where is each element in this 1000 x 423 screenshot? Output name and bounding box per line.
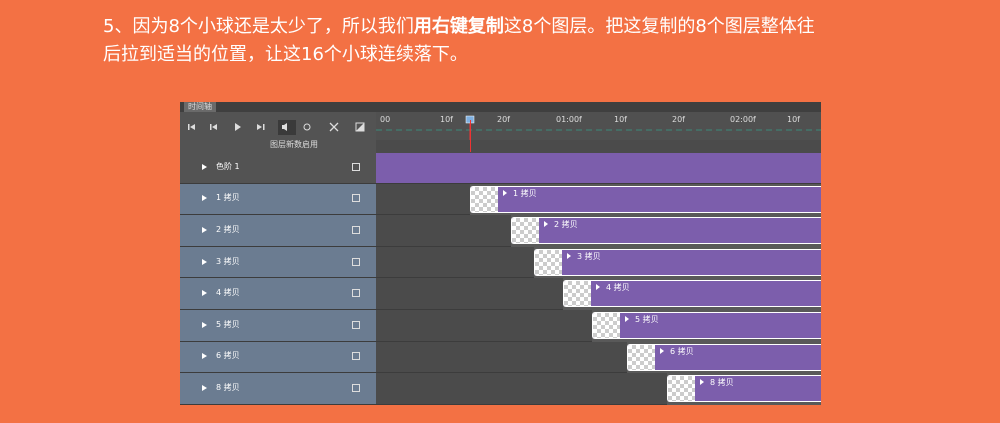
header-label: 图层新数启用 — [270, 140, 318, 149]
expand-arrow[interactable] — [202, 290, 207, 297]
ruler-label: 01:00f — [556, 115, 582, 124]
layer-row[interactable]: 3 拷贝 — [180, 246, 376, 279]
clip[interactable]: 8 拷贝 — [667, 375, 821, 403]
layer-icon — [352, 320, 360, 329]
text: 这8个图层。把这复制的8个图层整体往 — [503, 16, 815, 37]
clip-thumbnail — [471, 186, 498, 212]
layer-name: 5 拷贝 — [216, 319, 240, 329]
track-row: 3 拷贝 — [376, 246, 821, 279]
track-row: 5 拷贝 — [376, 310, 821, 342]
layer-row[interactable]: 6 拷贝 — [180, 341, 376, 374]
clip-thumbnail — [593, 313, 620, 338]
layer-icon — [352, 383, 360, 392]
layer-name: 2 拷贝 — [216, 224, 240, 234]
layer-icon — [352, 225, 360, 234]
ruler-label: 00 — [380, 115, 391, 124]
layer-name: 8 拷贝 — [216, 382, 240, 392]
text: 5、因为8个小球还是太少了，所以我们 — [103, 16, 414, 37]
track-row: 2 拷贝 — [376, 215, 821, 247]
expand-arrow[interactable] — [202, 353, 207, 360]
layer-icon — [352, 289, 360, 298]
clip-label: 6 拷贝 — [660, 346, 694, 357]
clip-label: 8 拷贝 — [700, 377, 734, 388]
clip-label: 4 拷贝 — [596, 282, 630, 293]
ruler-label: 10f — [614, 115, 627, 124]
layer-row[interactable]: 5 拷贝 — [180, 310, 376, 342]
toolbar-icons — [188, 120, 365, 135]
clip-label: 1 拷贝 — [503, 188, 537, 199]
tab-bar — [180, 102, 821, 112]
instruction-line: 5、因为8个小球还是太少了，所以我们用右键复制这8个图层。把这复制的8个图层整体… — [103, 12, 815, 38]
track-row: 6 拷贝 — [376, 341, 821, 374]
clip[interactable]: 4 拷贝 — [563, 280, 821, 308]
layer-name: 6 拷贝 — [216, 351, 240, 361]
header-track — [376, 140, 821, 152]
layer-name: 色阶 1 — [216, 161, 240, 171]
toolbar — [180, 112, 376, 141]
layer-name: 3 拷贝 — [216, 256, 240, 266]
layer-icon — [352, 257, 360, 266]
ruler-label: 20f — [497, 115, 510, 124]
track-bar — [376, 153, 821, 183]
clip-thumbnail — [668, 376, 695, 402]
clip[interactable]: 5 拷贝 — [592, 312, 821, 339]
ruler — [376, 112, 821, 141]
layer-name: 4 拷贝 — [216, 288, 240, 298]
clip[interactable]: 6 拷贝 — [627, 343, 821, 371]
ruler-label: 20f — [672, 115, 685, 124]
clip-thumbnail — [564, 281, 591, 307]
clip-label: 2 拷贝 — [544, 219, 578, 230]
clip[interactable]: 2 拷贝 — [511, 217, 821, 245]
expand-arrow[interactable] — [202, 195, 207, 202]
track-row: 8 拷贝 — [376, 373, 821, 405]
track-row: 4 拷贝 — [376, 278, 821, 310]
ruler-label: 02:00f — [730, 115, 756, 124]
bold-text: 用右键复制 — [413, 16, 504, 37]
tab[interactable]: 时间轴 — [184, 102, 216, 112]
clip-label: 5 拷贝 — [625, 314, 659, 325]
clip-thumbnail — [512, 218, 539, 244]
layer-row[interactable]: 4 拷贝 — [180, 278, 376, 310]
layer-row[interactable]: 1 拷贝 — [180, 183, 376, 216]
expand-arrow[interactable] — [202, 321, 207, 328]
instruction-line: 后拉到适当的位置，让这16个小球连续落下。 — [103, 44, 468, 65]
clip-thumbnail — [535, 249, 562, 275]
expand-arrow[interactable] — [202, 163, 207, 170]
layer-row[interactable]: 色阶 1 — [180, 152, 376, 184]
clip-thumbnail — [628, 344, 655, 370]
expand-arrow[interactable] — [202, 384, 207, 391]
layer-icon — [352, 352, 360, 361]
track-row: 1 拷贝 — [376, 183, 821, 216]
ruler-label: 10f — [787, 115, 800, 124]
layer-row[interactable]: 2 拷贝 — [180, 215, 376, 247]
clip-label: 3 拷贝 — [567, 251, 601, 262]
clip[interactable]: 3 拷贝 — [534, 248, 821, 276]
expand-arrow[interactable] — [202, 226, 207, 233]
ruler-label: 10f — [440, 115, 453, 124]
expand-arrow[interactable] — [202, 258, 207, 265]
layer-name: 1 拷贝 — [216, 193, 240, 203]
track-row — [376, 152, 821, 184]
clip[interactable]: 1 拷贝 — [470, 185, 821, 213]
layer-icon — [352, 194, 360, 203]
timeline-panel: 时间轴 图层新数启用 00 10f 20f 01:00f 10f 20f 02 — [180, 102, 821, 405]
layer-icon — [352, 162, 360, 171]
layer-row[interactable]: 8 拷贝 — [180, 373, 376, 405]
